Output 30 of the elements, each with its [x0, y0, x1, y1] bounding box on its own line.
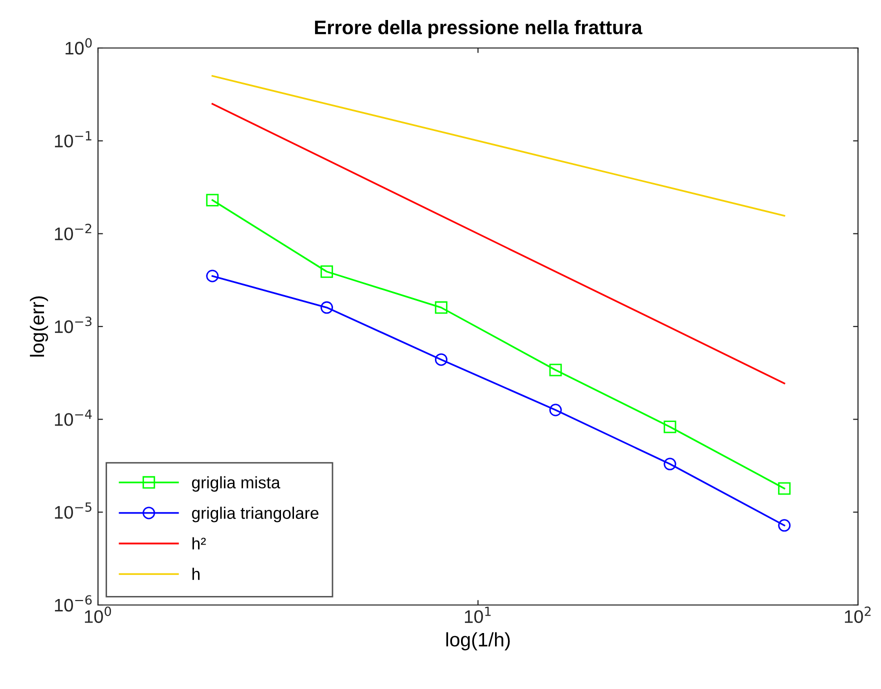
chart-title: Errore della pressione nella frattura — [315, 20, 642, 38]
point — [778, 482, 791, 495]
line-series — [212, 75, 786, 217]
y-tick-label: 10$^{−1}$ — [54, 131, 92, 148]
point — [206, 270, 219, 282]
y-tick-label: 10$^{−5}$ — [54, 502, 92, 519]
legend-label: griglia mista — [192, 476, 280, 492]
legend-label: h — [192, 568, 200, 580]
x-tick-label: 10$^{1}$ — [464, 606, 491, 623]
point — [320, 301, 334, 314]
y-axis-title: log(err) — [30, 296, 48, 357]
point — [664, 420, 676, 434]
point — [434, 353, 448, 366]
y-tick-label: 10$^{−2}$ — [54, 224, 92, 240]
y-tick-label: 10$^{−4}$ — [54, 410, 92, 426]
point — [664, 458, 676, 470]
x-tick-label: 10$^{2}$ — [844, 606, 871, 623]
x-tick-label: 10$^{0}$ — [84, 606, 112, 623]
point — [549, 404, 562, 416]
point — [434, 301, 448, 314]
legend-label: griglia triangolare — [192, 506, 318, 522]
line-series — [212, 103, 786, 384]
y-tick-label: 10$^{−3}$ — [54, 316, 92, 334]
point — [549, 364, 562, 376]
point — [778, 519, 791, 532]
point — [206, 194, 219, 206]
y-tick-label: 10$^{0}$ — [66, 38, 92, 55]
point — [320, 265, 334, 278]
x-axis-title: log(1/h) — [446, 632, 510, 650]
legend-label: h² — [192, 537, 206, 550]
